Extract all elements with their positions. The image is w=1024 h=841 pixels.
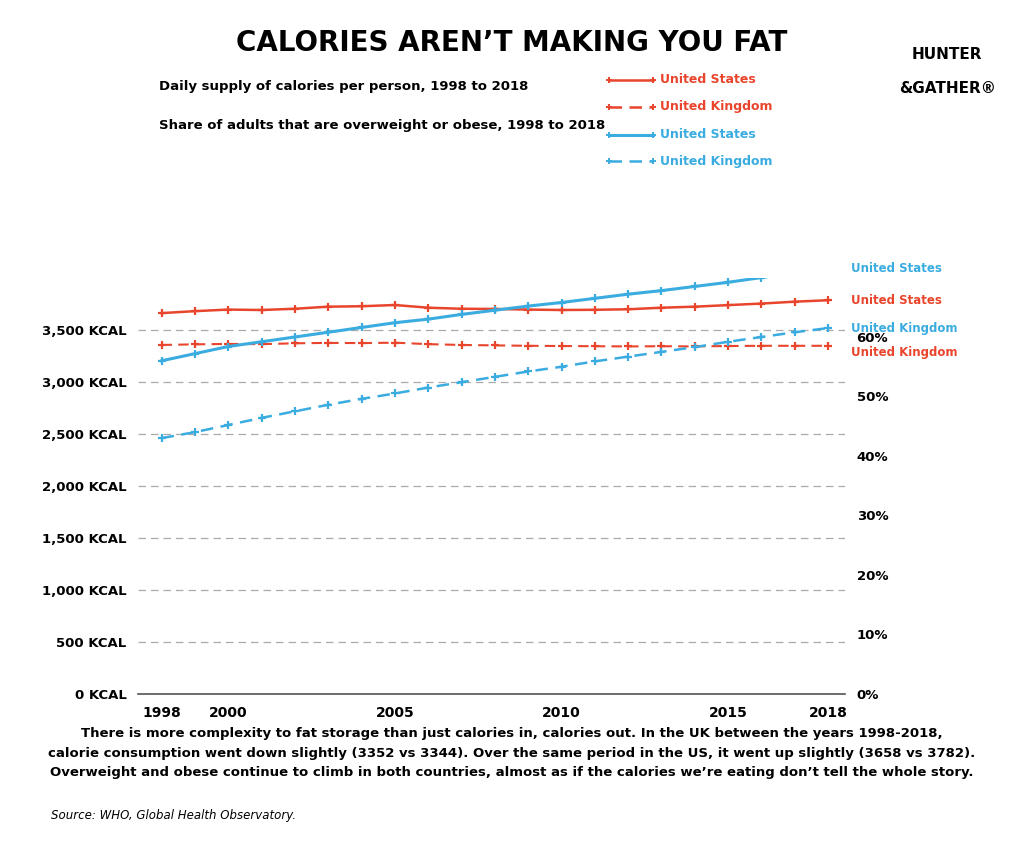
- Text: HUNTER: HUNTER: [912, 47, 982, 62]
- Text: CALORIES AREN’T MAKING YOU FAT: CALORIES AREN’T MAKING YOU FAT: [237, 29, 787, 57]
- Text: United Kingdom: United Kingdom: [660, 155, 773, 168]
- Text: &GATHER®: &GATHER®: [899, 81, 995, 96]
- Text: United States: United States: [660, 73, 757, 87]
- Text: United States: United States: [852, 262, 942, 274]
- Text: Share of adults that are overweight or obese, 1998 to 2018: Share of adults that are overweight or o…: [159, 119, 605, 132]
- Text: Daily supply of calories per person, 1998 to 2018: Daily supply of calories per person, 199…: [159, 80, 528, 93]
- Text: There is more complexity to fat storage than just calories in, calories out. In : There is more complexity to fat storage …: [48, 727, 976, 780]
- Text: United Kingdom: United Kingdom: [660, 100, 773, 114]
- Text: United Kingdom: United Kingdom: [852, 346, 958, 358]
- Text: Source: WHO, Global Health Observatory.: Source: WHO, Global Health Observatory.: [51, 810, 296, 822]
- Text: United States: United States: [852, 294, 942, 307]
- Text: United Kingdom: United Kingdom: [852, 321, 958, 335]
- Text: United States: United States: [660, 128, 757, 141]
